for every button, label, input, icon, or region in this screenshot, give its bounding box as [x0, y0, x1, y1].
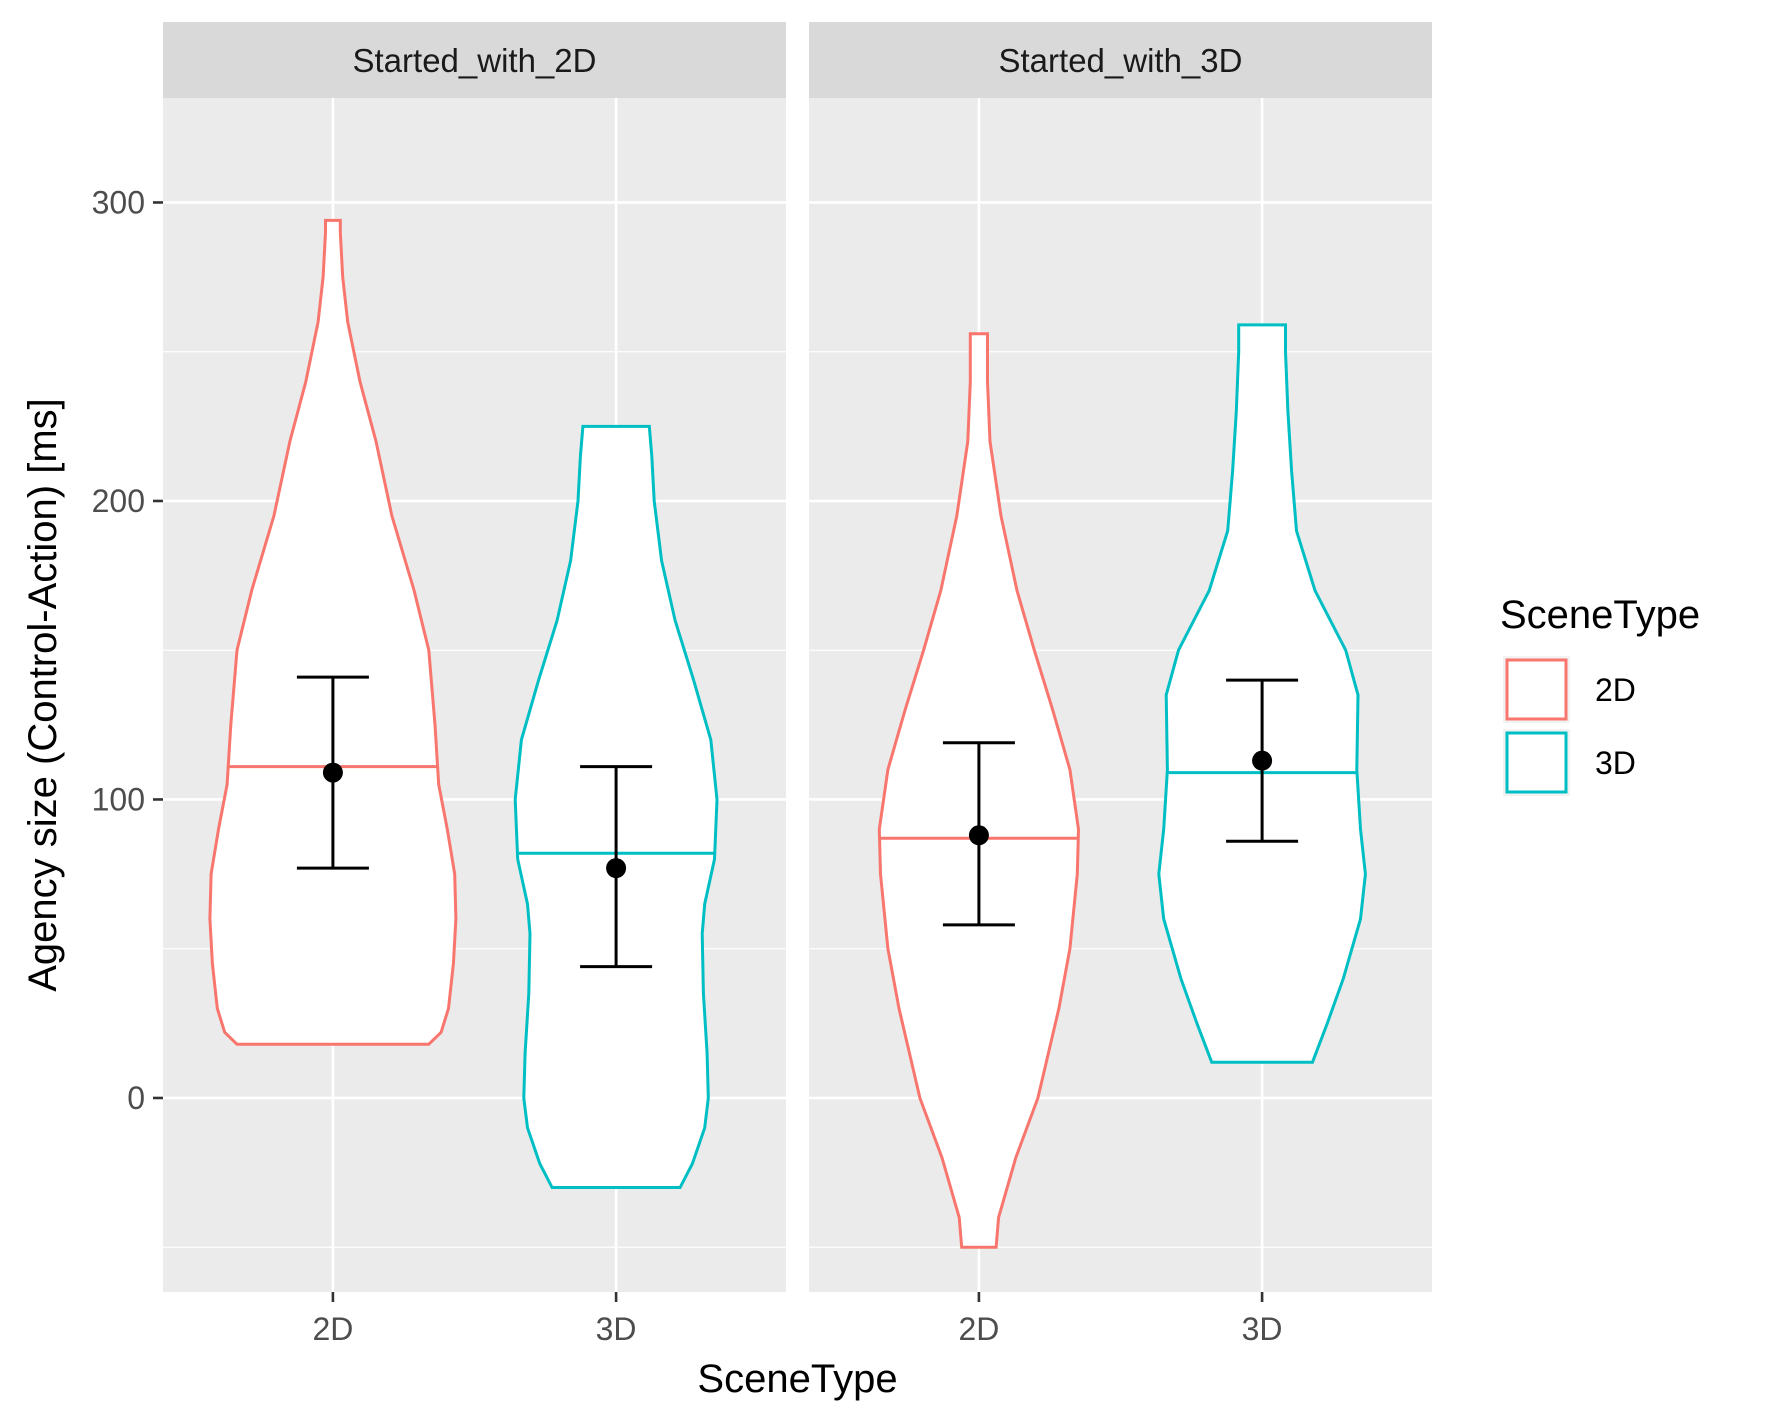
y-tick-label: 0	[127, 1080, 145, 1116]
facet-strip	[163, 22, 786, 98]
legend-key-2D	[1505, 658, 1568, 721]
facets-layer: Started_with_2D 2D 3D Started_with_3D 2D 3D	[163, 22, 1432, 1347]
facet-strip	[809, 22, 1432, 98]
mean-point	[606, 858, 627, 879]
axes-layer: SceneType Agency size (Control-Action) […	[21, 184, 898, 1401]
x-axis-title: SceneType	[697, 1357, 897, 1401]
y-tick-label: 100	[92, 781, 145, 817]
legend-label: 2D	[1595, 672, 1636, 708]
facet-label: Started_with_3D	[999, 42, 1243, 79]
x-tick-label: 2D	[312, 1311, 353, 1347]
x-tick-label: 2D	[958, 1311, 999, 1347]
y-tick-label: 200	[92, 483, 145, 519]
y-tick-label: 300	[92, 184, 145, 220]
mean-point	[968, 825, 989, 846]
legend: SceneType 2D 3D	[1500, 593, 1700, 796]
x-tick-label: 3D	[596, 1311, 637, 1347]
facet-panel: Started_with_3D 2D 3D	[809, 22, 1432, 1347]
violin-2D	[208, 218, 458, 1046]
mean-point	[1252, 750, 1273, 771]
legend-key-3D	[1505, 731, 1568, 794]
mean-point	[322, 762, 343, 783]
y-axis: 0 100 200 300	[92, 184, 163, 1116]
legend-title: SceneType	[1500, 593, 1700, 637]
x-tick-label: 3D	[1242, 1311, 1283, 1347]
y-axis-title: Agency size (Control-Action) [ms]	[21, 398, 65, 992]
facet-label: Started_with_2D	[353, 42, 597, 79]
facet-panel: Started_with_2D 2D 3D	[163, 22, 786, 1347]
legend-label: 3D	[1595, 745, 1636, 781]
